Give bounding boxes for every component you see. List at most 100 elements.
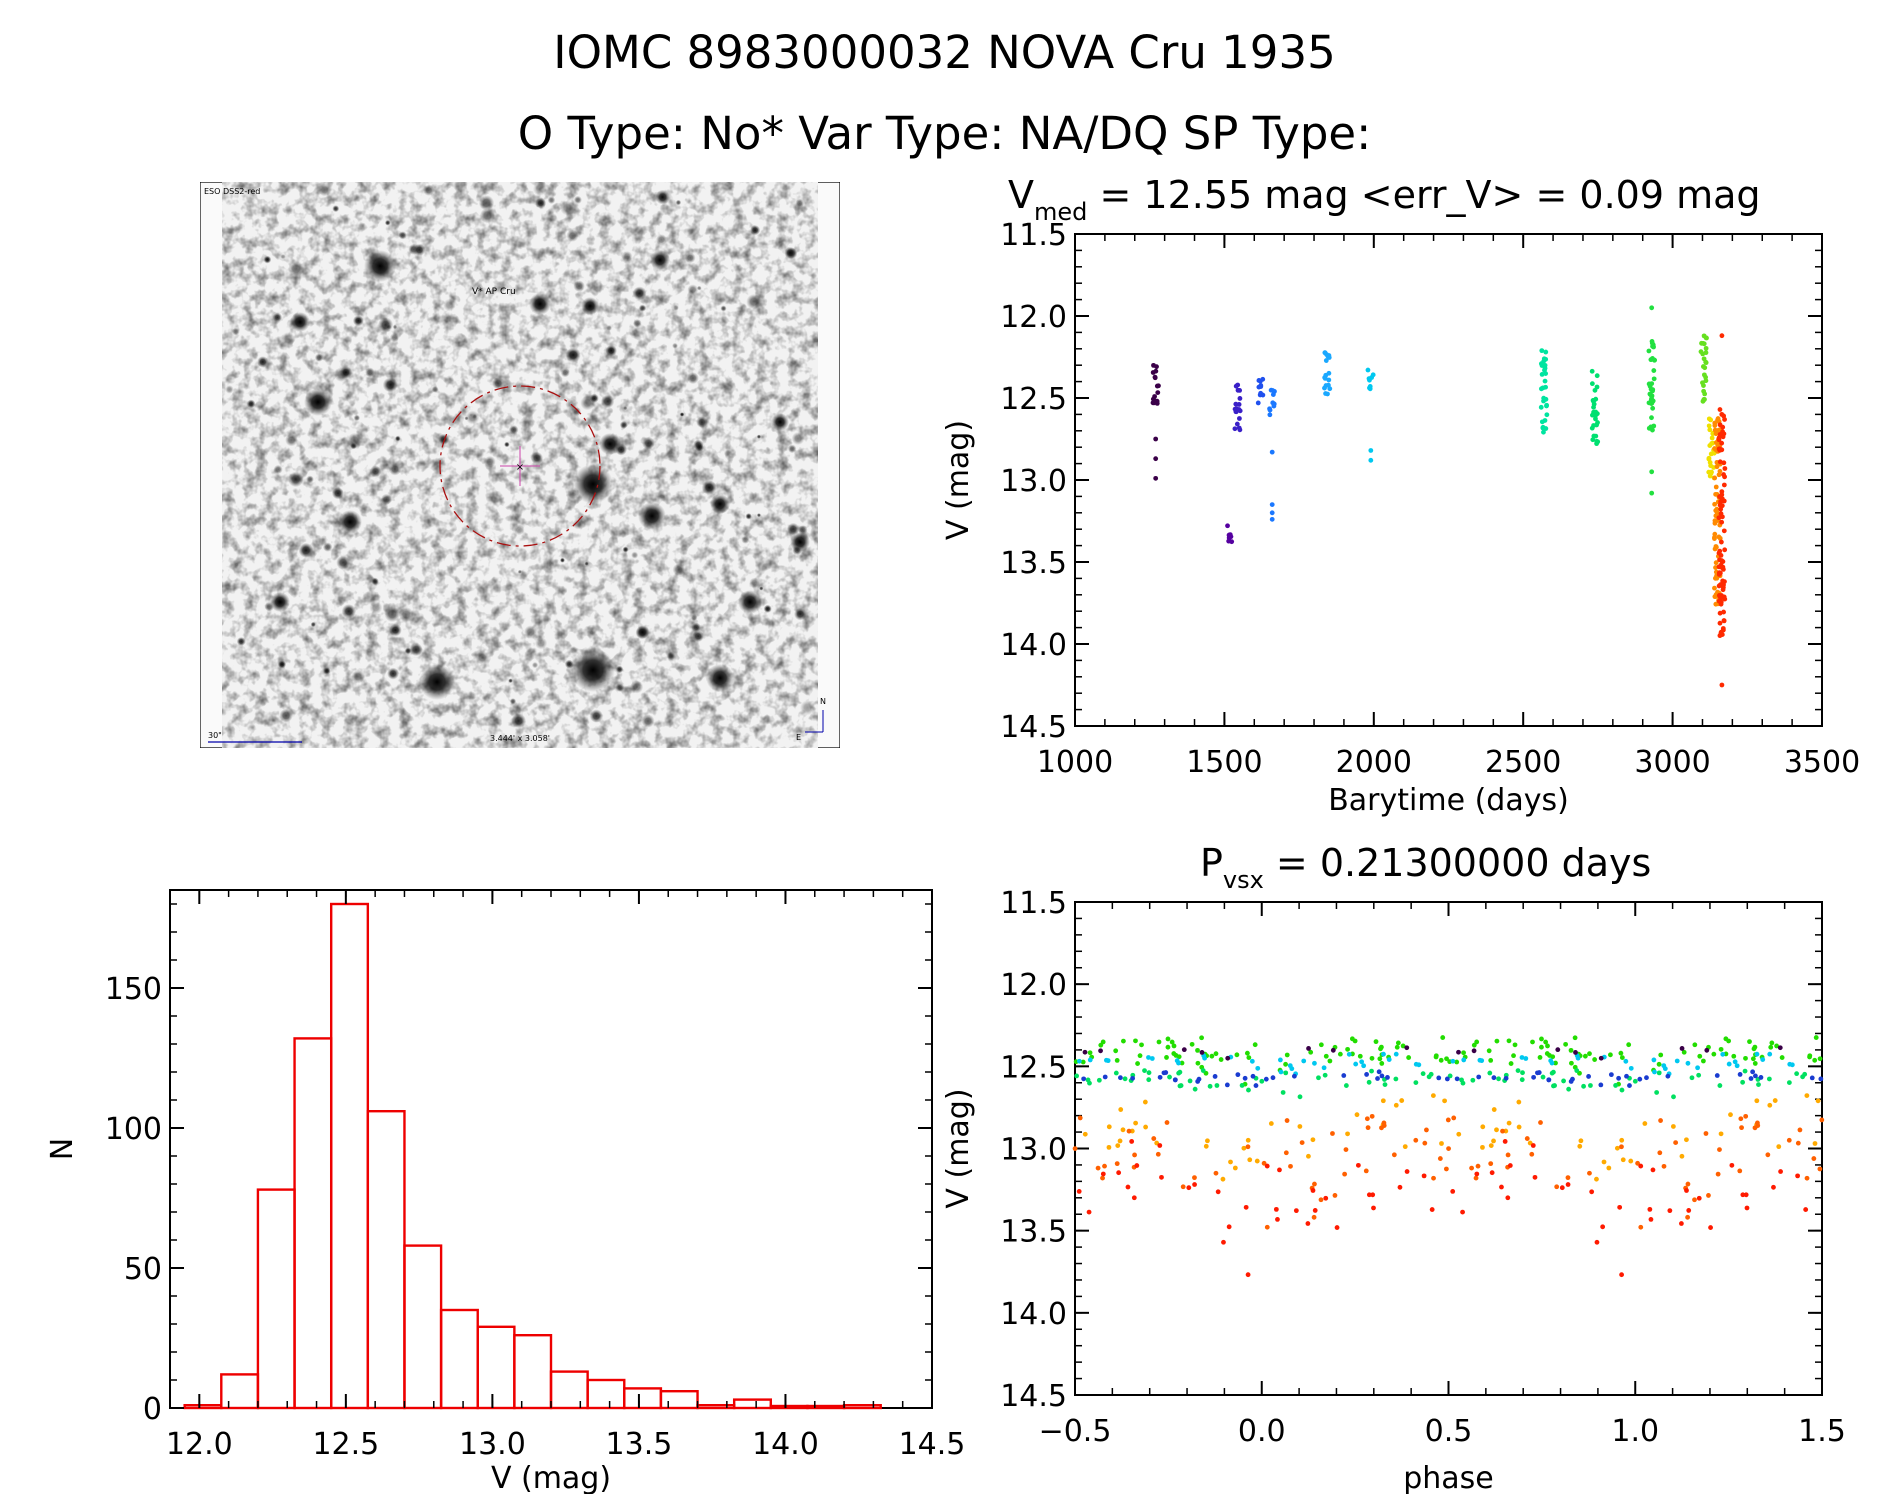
lightcurve-point [1721, 618, 1727, 623]
phased-point [1277, 1167, 1282, 1173]
lightcurve-point [1720, 429, 1725, 435]
finder-star [560, 368, 570, 378]
phased-point [1364, 1072, 1369, 1077]
phased-point [1345, 1046, 1350, 1052]
phased-point [1268, 1121, 1274, 1126]
phased-point [1278, 1069, 1284, 1075]
finder-star [511, 713, 527, 729]
phased-point [1289, 1066, 1295, 1072]
phased-point [1507, 1163, 1513, 1168]
phased-point [1082, 1131, 1088, 1137]
phased-point [1187, 1078, 1193, 1084]
phased-point [1318, 1197, 1324, 1203]
finder-star [508, 678, 513, 684]
phased-point [1720, 1051, 1726, 1057]
finder-star [384, 219, 391, 226]
lightcurve-point [1269, 449, 1275, 455]
phased-point [1369, 1113, 1375, 1119]
finder-star [365, 367, 375, 378]
finder-star [573, 464, 613, 504]
finder-star [264, 602, 275, 612]
finder-star [478, 195, 495, 211]
phased-point [1499, 1184, 1504, 1190]
phased-point [1651, 1057, 1657, 1063]
phased-point [1437, 1156, 1443, 1161]
lightcurve-point [1706, 423, 1712, 429]
phased-point [1714, 1073, 1720, 1078]
phased-point [1087, 1050, 1093, 1056]
phased-point [1142, 1068, 1147, 1074]
finder-star [339, 366, 353, 379]
finder-star [246, 399, 256, 409]
phased-point [1393, 1051, 1399, 1057]
phased-point [1559, 1185, 1565, 1191]
phased-point [1365, 1125, 1371, 1131]
phased-point [1771, 1184, 1776, 1190]
finder-star [771, 413, 789, 431]
phased-point [1228, 1159, 1233, 1165]
lightcurve-point [1156, 383, 1161, 389]
histogram-bar [476, 1325, 516, 1410]
finder-star [672, 304, 679, 311]
lightcurve-point [1649, 469, 1655, 475]
phased-point [1598, 1055, 1604, 1061]
lightcurve-point [1155, 390, 1161, 395]
phased-point [1400, 1043, 1406, 1049]
lightcurve-point [1595, 420, 1600, 425]
finder-star [641, 714, 655, 728]
phased-point [1117, 1138, 1123, 1144]
lightcurve-point [1260, 376, 1266, 382]
lightcurve-point [1718, 552, 1724, 558]
phased-point [1386, 1057, 1392, 1062]
lightcurve-point [1648, 424, 1654, 430]
phased-point [1718, 1131, 1724, 1137]
phased-point [1252, 1042, 1258, 1048]
phased-point [1594, 1239, 1600, 1245]
phased-point [1697, 1053, 1703, 1059]
phased-point [1199, 1035, 1205, 1041]
finder-star [310, 621, 316, 628]
phased-point [1215, 1189, 1221, 1195]
phased-point [1650, 1167, 1656, 1173]
phased-point [1345, 1131, 1350, 1137]
phased-point [1657, 1150, 1663, 1156]
phased-point [1163, 1070, 1169, 1075]
phased-point [1385, 1075, 1390, 1080]
phased-y-label: V (mag) [941, 1088, 976, 1208]
phased-point [1743, 1113, 1749, 1119]
phased-point [1689, 1075, 1695, 1081]
phased-point [1306, 1153, 1311, 1159]
histogram-bar [403, 1244, 443, 1410]
phased-point [1308, 1049, 1314, 1055]
lightcurve-point [1718, 599, 1724, 605]
phased-point [1284, 1118, 1290, 1123]
phased-point [1818, 1076, 1824, 1082]
phased-point [1352, 1038, 1358, 1044]
phased-point [1572, 1035, 1578, 1041]
lightcurve-point [1700, 380, 1705, 386]
finder-star [787, 522, 800, 536]
finder-star [710, 494, 730, 514]
lightcurve-point [1368, 457, 1374, 463]
phased-point [1755, 1120, 1760, 1126]
lightcurve-point [1710, 431, 1716, 437]
finder-star [475, 650, 490, 665]
phased-point [1297, 1124, 1303, 1129]
phased-point [1608, 1052, 1613, 1058]
lightcurve-point [1269, 516, 1275, 522]
phased-x-label: phase [1403, 1461, 1494, 1494]
finder-star [666, 651, 676, 661]
lightcurve-point [1713, 601, 1719, 607]
lightcurve-points [1150, 305, 1728, 688]
finder-star [621, 250, 633, 262]
finder-star [623, 406, 628, 411]
lightcurve-point [1150, 370, 1156, 375]
lightcurve-point [1540, 425, 1546, 431]
phased-point [1209, 1053, 1215, 1059]
phased-point [1164, 1120, 1170, 1125]
phased-point [1523, 1056, 1529, 1061]
lightcurve-point [1720, 578, 1726, 584]
phased-point [1539, 1044, 1544, 1050]
lightcurve-point [1703, 350, 1709, 356]
phased-point [1545, 1043, 1550, 1049]
